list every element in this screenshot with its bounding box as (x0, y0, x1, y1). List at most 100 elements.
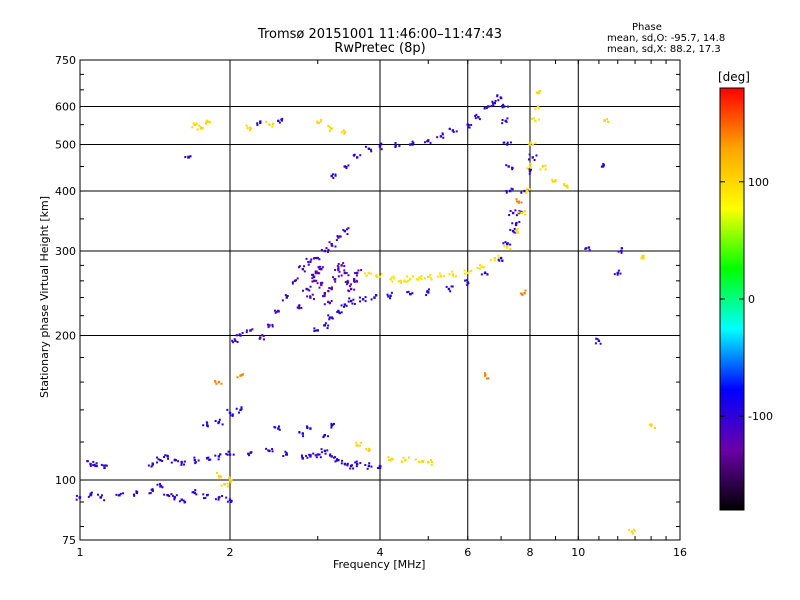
echo-point (537, 107, 540, 110)
echo-point (585, 247, 588, 250)
echo-point (206, 425, 209, 428)
echo-point (407, 279, 410, 282)
echo-point (323, 449, 327, 453)
echo-point (193, 123, 197, 126)
echo-point (359, 154, 362, 157)
colorbar-tick-label: -100 (748, 410, 773, 423)
echo-point (346, 464, 349, 467)
echo-point (207, 120, 210, 123)
echo-point (352, 278, 356, 281)
echo-point (184, 500, 187, 503)
echo-point (529, 141, 532, 144)
echo-point (327, 314, 330, 317)
echo-point (313, 327, 316, 330)
echo-point (328, 318, 331, 321)
echo-point (214, 454, 217, 457)
echo-point (160, 484, 163, 487)
echo-point (282, 455, 285, 458)
echo-point (355, 279, 358, 282)
echo-point (389, 294, 392, 297)
echo-point (97, 493, 100, 496)
echo-point (438, 272, 441, 275)
echo-point (349, 287, 353, 291)
echo-point (277, 119, 280, 123)
echo-point (642, 254, 645, 257)
echo-point (300, 306, 303, 309)
echo-point (217, 380, 221, 384)
echo-point (184, 156, 187, 159)
echo-point (370, 272, 373, 275)
echo-point (360, 441, 363, 444)
echo-point (539, 168, 542, 171)
echo-point (532, 117, 535, 120)
echo-point (217, 422, 220, 425)
echo-point (352, 467, 355, 470)
echo-point (309, 295, 312, 298)
echo-point (78, 496, 81, 499)
echo-point (509, 243, 512, 246)
echo-point (617, 250, 620, 253)
echo-point (429, 141, 432, 144)
echo-point (531, 143, 534, 146)
echo-point (373, 296, 376, 299)
echo-point (412, 275, 415, 278)
echo-point (150, 465, 153, 468)
echo-point (278, 428, 281, 431)
echo-point (455, 130, 458, 133)
echo-point (414, 458, 417, 461)
echo-point (228, 411, 232, 415)
echo-point (306, 295, 309, 298)
echo-point (280, 119, 283, 122)
echo-point (218, 476, 221, 479)
echo-point (418, 460, 421, 464)
echo-point (315, 329, 318, 332)
echo-point (315, 279, 318, 282)
echo-point (409, 293, 412, 296)
echo-point (448, 273, 451, 276)
echo-point (328, 129, 331, 132)
echo-point (229, 481, 232, 484)
echo-point (311, 293, 314, 296)
echo-point (507, 165, 510, 168)
echo-point (230, 500, 233, 503)
echo-point (630, 530, 633, 534)
echo-point (391, 458, 394, 461)
echo-point (180, 463, 183, 466)
echo-point (506, 245, 509, 248)
echo-point (346, 279, 349, 282)
echo-point (503, 245, 506, 248)
echo-point (441, 132, 444, 135)
echo-point (353, 288, 356, 291)
echo-point (217, 498, 220, 501)
echo-point (265, 120, 268, 123)
echo-point (597, 339, 601, 343)
echo-point (340, 264, 343, 267)
echo-point (440, 275, 443, 278)
echo-point (340, 304, 343, 307)
echo-point (527, 158, 530, 161)
echo-point (341, 459, 344, 462)
echo-point (330, 300, 333, 303)
echo-point (221, 423, 224, 426)
echo-point (151, 488, 154, 491)
echo-point (166, 494, 169, 497)
echo-point (355, 441, 358, 444)
echo-point (236, 340, 239, 343)
echo-point (240, 406, 243, 409)
echo-point (314, 270, 317, 273)
echo-point (507, 105, 510, 108)
echo-point (250, 451, 253, 454)
echo-point (640, 257, 643, 260)
echo-point (389, 278, 392, 281)
echo-point (249, 126, 252, 129)
echo-point (324, 322, 327, 325)
echo-point (364, 296, 367, 299)
echo-point (328, 126, 331, 129)
echo-point (115, 493, 118, 496)
echo-point (89, 462, 92, 466)
echo-point (497, 258, 500, 261)
echo-point (506, 117, 509, 120)
echo-point (231, 341, 234, 344)
echo-point (317, 121, 320, 124)
echo-point (343, 271, 347, 275)
